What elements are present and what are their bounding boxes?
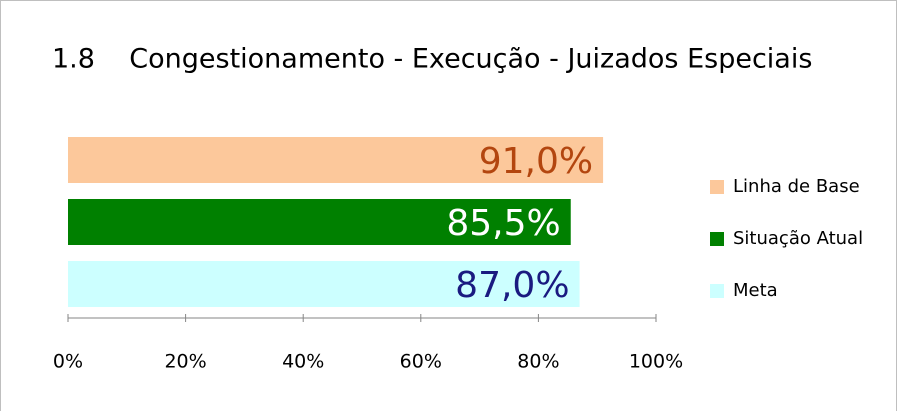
legend-swatch (710, 284, 724, 298)
legend-label: Linha de Base (733, 176, 860, 197)
x-tick-label: 40% (282, 351, 324, 373)
legend-label: Meta (733, 280, 778, 301)
value-label: 85,5% (446, 203, 560, 244)
x-tick-label: 100% (629, 351, 683, 373)
x-tick-label: 60% (400, 351, 442, 373)
x-tick-label: 0% (53, 351, 83, 373)
legend-swatch (710, 180, 724, 194)
legend-swatch (710, 232, 724, 246)
value-label: 91,0% (479, 141, 593, 182)
value-label: 87,0% (455, 265, 569, 306)
bar (68, 199, 571, 245)
x-tick-label: 80% (517, 351, 559, 373)
chart-title: 1.8 Congestionamento - Execução - Juizad… (52, 44, 812, 75)
bar (68, 137, 604, 183)
x-tick-label: 20% (164, 351, 206, 373)
bar (68, 261, 580, 307)
legend-label: Situação Atual (733, 228, 863, 249)
